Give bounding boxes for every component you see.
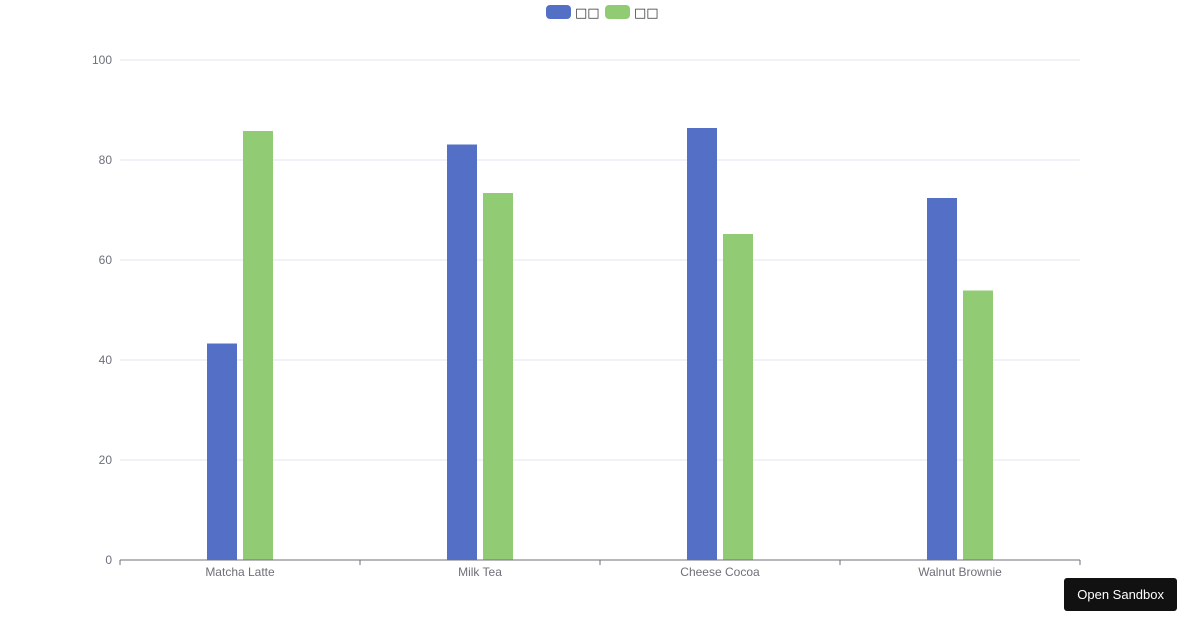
bar <box>207 343 237 560</box>
legend-swatch <box>605 5 630 19</box>
bar <box>243 131 273 560</box>
bars <box>207 128 993 560</box>
legend-label: □□ <box>575 6 600 21</box>
y-tick-label: 60 <box>99 253 113 267</box>
x-tick-label: Milk Tea <box>458 565 502 579</box>
bar <box>723 234 753 560</box>
bar <box>963 290 993 560</box>
bar <box>447 144 477 560</box>
x-axis: Matcha Latte Milk Tea Cheese Cocoa Walnut B… <box>119 559 1081 579</box>
x-tick-label: Walnut Brownie <box>918 565 1002 579</box>
y-tick-label: 0 <box>105 553 112 567</box>
legend-label: □□ <box>634 6 659 21</box>
y-tick-label: 20 <box>99 453 113 467</box>
legend-swatch <box>546 5 571 19</box>
x-tick-label: Cheese Cocoa <box>680 565 760 579</box>
y-tick-label: 40 <box>99 353 113 367</box>
bar <box>687 128 717 560</box>
grid-lines <box>120 59 1080 461</box>
y-axis: 0 20 40 60 80 100 <box>92 53 112 567</box>
open-sandbox-button[interactable]: Open Sandbox <box>1064 578 1177 611</box>
x-tick-label: Matcha Latte <box>205 565 275 579</box>
bar <box>927 198 957 560</box>
legend: □□ □□ <box>546 5 659 21</box>
y-tick-label: 100 <box>92 53 112 67</box>
y-tick-label: 80 <box>99 153 113 167</box>
bar <box>483 193 513 560</box>
